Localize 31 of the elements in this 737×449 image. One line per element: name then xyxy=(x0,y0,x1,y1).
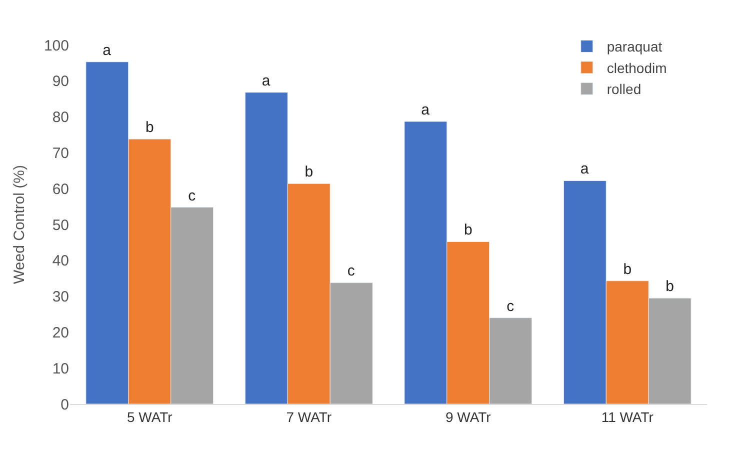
data-label: c xyxy=(188,187,196,204)
data-label: a xyxy=(421,101,430,118)
data-label: a xyxy=(102,42,112,59)
y-tick-label: 20 xyxy=(52,324,69,342)
x-tick-label: 7 WATr xyxy=(286,408,332,425)
y-tick-label: 0 xyxy=(60,396,69,414)
y-tick-label: 90 xyxy=(52,73,69,90)
y-tick-label: 80 xyxy=(52,109,69,126)
legend-label: clethodim xyxy=(606,60,667,76)
y-tick-label: 10 xyxy=(52,360,69,378)
data-label: b xyxy=(623,260,632,278)
y-tick-label: 30 xyxy=(52,288,69,306)
y-tick-label: 40 xyxy=(52,252,69,270)
data-label: a xyxy=(580,160,590,178)
legend-label: rolled xyxy=(606,81,642,98)
data-label: b xyxy=(145,119,154,136)
data-label: b xyxy=(666,278,674,296)
y-tick-label: 70 xyxy=(52,144,69,162)
x-tick-label: 11 WATr xyxy=(601,408,654,425)
data-label: b xyxy=(304,164,314,181)
y-axis-title: Weed Control (%) xyxy=(11,165,28,284)
y-tick-label: 100 xyxy=(44,37,69,54)
x-tick-label: 9 WATr xyxy=(445,408,492,425)
data-label: b xyxy=(464,222,472,239)
y-tick-label: 50 xyxy=(52,216,69,234)
data-label: c xyxy=(347,262,356,280)
data-label: a xyxy=(262,72,271,90)
data-label: c xyxy=(506,298,515,315)
x-tick-label: 5 WATr xyxy=(126,408,173,425)
legend-label: paraquat xyxy=(606,38,662,55)
y-tick-label: 60 xyxy=(52,180,69,198)
